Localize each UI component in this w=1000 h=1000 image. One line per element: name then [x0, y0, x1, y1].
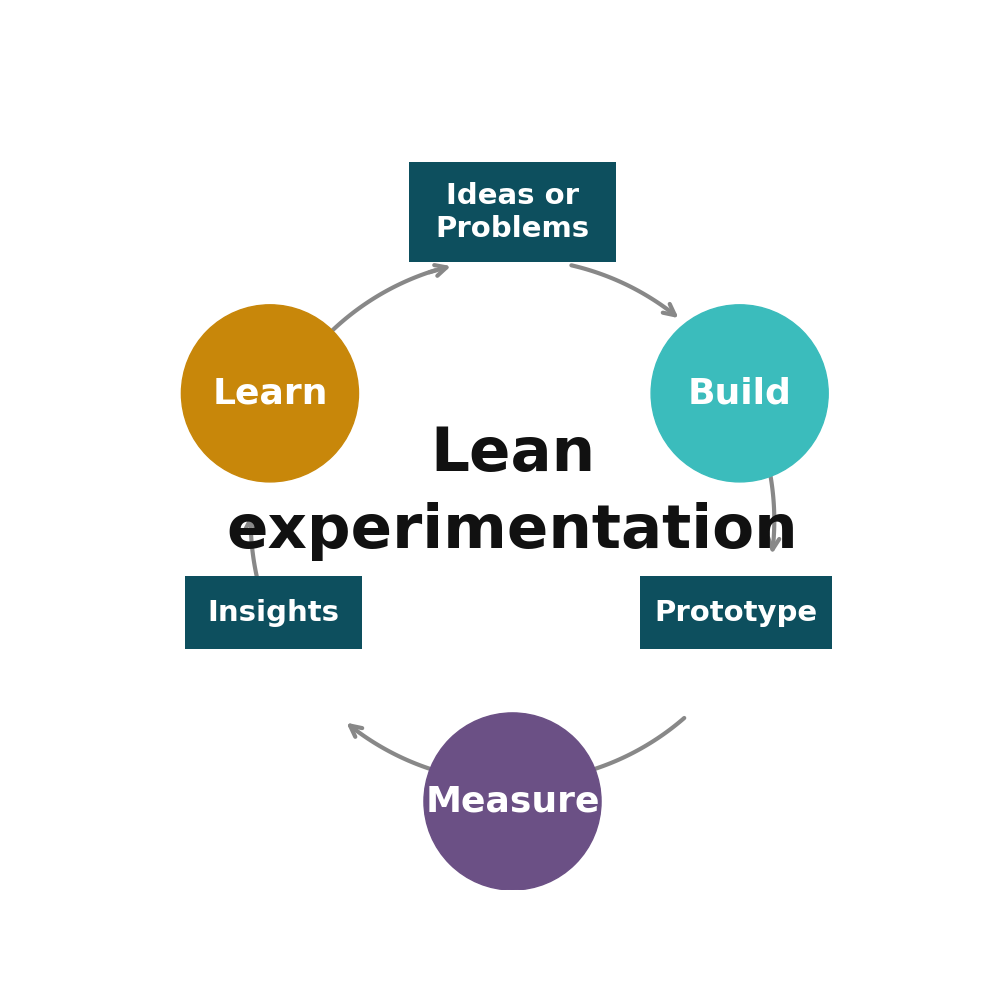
- FancyBboxPatch shape: [640, 576, 832, 649]
- FancyBboxPatch shape: [185, 576, 362, 649]
- Text: Learn: Learn: [212, 376, 328, 410]
- Text: experimentation: experimentation: [227, 502, 798, 561]
- Text: Lean: Lean: [430, 425, 595, 484]
- Circle shape: [424, 713, 601, 890]
- Text: Insights: Insights: [208, 599, 340, 627]
- Text: Measure: Measure: [425, 784, 600, 818]
- Text: Build: Build: [688, 376, 792, 410]
- Circle shape: [181, 305, 358, 482]
- FancyBboxPatch shape: [409, 162, 616, 262]
- Text: Ideas or
Problems: Ideas or Problems: [435, 182, 590, 243]
- Circle shape: [651, 305, 828, 482]
- Text: Prototype: Prototype: [654, 599, 817, 627]
